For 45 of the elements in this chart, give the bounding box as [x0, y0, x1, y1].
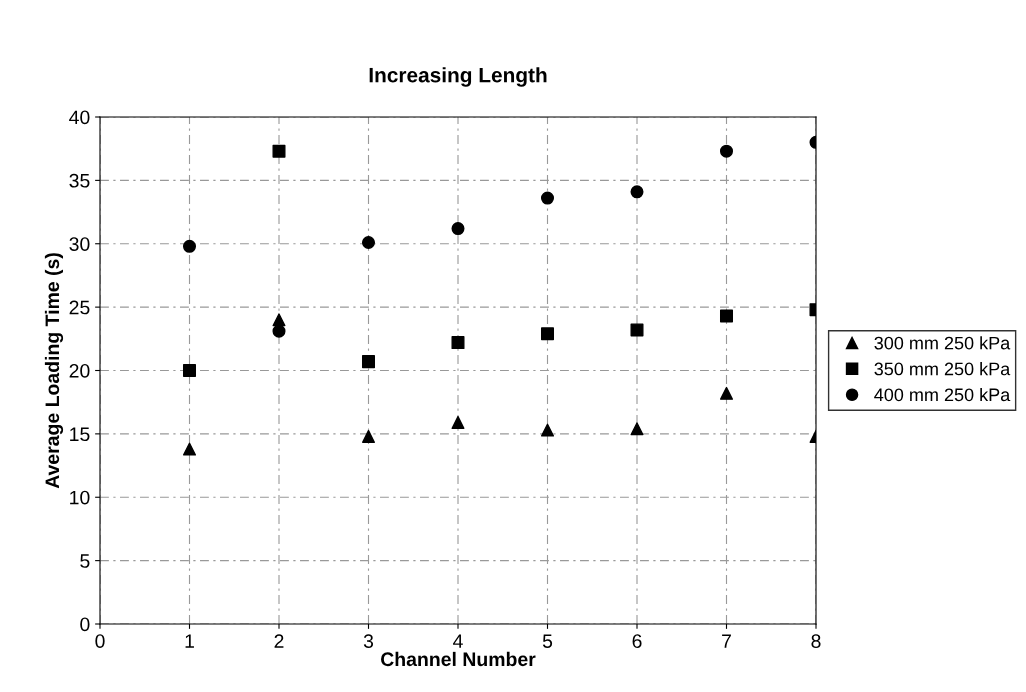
x-tick-label: 3: [363, 634, 374, 648]
y-tick-label: 0: [80, 617, 90, 632]
point: [451, 336, 465, 350]
x-tick-label: 5: [542, 634, 553, 648]
y-tick-label: 20: [69, 363, 90, 378]
y-tick-label: 10: [70, 490, 90, 505]
point: [719, 144, 734, 158]
point: [451, 415, 465, 429]
point: [272, 144, 286, 158]
point: [630, 185, 644, 199]
point: [630, 422, 644, 436]
y-tick-label: 15: [70, 427, 90, 442]
point: [719, 309, 734, 323]
y-axis-title: Average Loading Time (s): [44, 253, 64, 489]
point: [540, 191, 555, 205]
point: [182, 239, 197, 253]
legend-label: 400 mm 250 kPa: [874, 387, 1011, 402]
point: [540, 327, 555, 341]
point: [361, 355, 376, 369]
x-tick-label: 8: [811, 634, 821, 648]
y-tick-label: 25: [69, 300, 90, 315]
y-tick-label: 30: [69, 237, 90, 251]
x-tick-label: 2: [274, 634, 284, 648]
x-axis-title: Channel Number: [381, 651, 536, 667]
point: [540, 423, 555, 437]
point: [272, 313, 286, 327]
y-tick-label: 5: [80, 554, 90, 568]
y-tick-label: 35: [69, 173, 90, 188]
point: [182, 363, 197, 378]
y-tick-label: 40: [69, 110, 90, 125]
x-tick-label: 0: [95, 634, 105, 648]
point: [361, 429, 376, 443]
point: [182, 442, 197, 456]
legend-label: 300 mm 250 kPa: [874, 336, 1011, 350]
x-tick-label: 6: [632, 634, 642, 648]
x-tick-label: 1: [185, 634, 194, 648]
chart-title: Increasing Length: [369, 67, 547, 87]
point: [719, 386, 734, 400]
legend-label: 350 mm 250 kPa: [874, 362, 1011, 376]
point: [630, 323, 644, 337]
point: [361, 235, 376, 249]
point: [272, 324, 286, 338]
x-tick-label: 4: [453, 634, 463, 648]
x-tick-label: 7: [722, 634, 731, 648]
point: [451, 222, 465, 236]
